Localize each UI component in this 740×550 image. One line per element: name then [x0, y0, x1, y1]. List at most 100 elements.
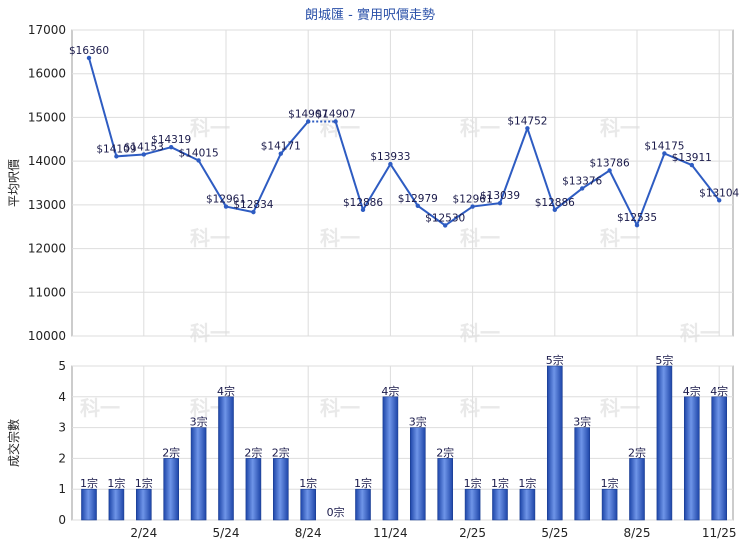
price-line-segment	[691, 164, 720, 201]
count-bar	[711, 396, 728, 521]
count-y-tick-label: 0	[58, 513, 66, 527]
count-bar	[300, 488, 317, 521]
price-point	[360, 207, 366, 213]
watermark-glyph: 科一	[460, 396, 500, 420]
count-data-label: 1宗	[491, 476, 509, 490]
count-bar	[355, 488, 371, 521]
count-data-label: 1宗	[135, 476, 153, 490]
price-line-segment	[252, 153, 282, 213]
watermark-glyph: 科一	[600, 396, 640, 420]
price-data-label: $12886	[535, 197, 575, 209]
price-y-tick-label: 14000	[28, 154, 66, 168]
chart-title: 朗城匯 - 實用呎價走勢	[305, 8, 435, 23]
price-data-label: $16360	[69, 45, 109, 57]
price-data-label: $12886	[343, 197, 383, 209]
price-point	[333, 119, 338, 124]
price-trend-plot: 10000 11000 12000 13000 14000 15000 16000 17000…	[7, 23, 740, 343]
count-bar	[81, 488, 97, 521]
price-point	[141, 152, 146, 157]
count-bar	[629, 458, 645, 521]
price-data-label: $13039	[480, 190, 520, 202]
count-data-label: 3宗	[190, 415, 208, 429]
count-data-label: 4宗	[710, 384, 728, 398]
count-y-tick-label: 3	[58, 421, 66, 435]
price-point	[415, 203, 420, 208]
price-line-segment	[417, 204, 446, 227]
price-line-segment	[170, 146, 200, 162]
count-bar	[245, 458, 262, 521]
count-data-label: 2宗	[244, 445, 262, 459]
count-bar	[409, 427, 426, 521]
count-x-tick-label: 8/24	[295, 526, 322, 540]
price-point	[689, 162, 694, 168]
price-data-label: $12535	[617, 212, 657, 224]
price-y-tick-label: 16000	[28, 67, 66, 81]
price-point	[443, 223, 448, 228]
price-point	[86, 55, 92, 61]
count-bar	[437, 458, 454, 521]
price-y-tick-label: 11000	[28, 285, 66, 299]
price-line-segment	[608, 170, 638, 226]
price-data-label: $12961	[206, 194, 246, 206]
watermark-glyph: 科一	[600, 116, 640, 140]
price-data-label: $14109	[96, 143, 136, 155]
count-y-tick-label: 4	[58, 390, 66, 404]
price-y-axis-label: 平均呎價	[7, 159, 21, 207]
price-point	[196, 158, 201, 163]
count-data-label: 4宗	[381, 384, 399, 398]
count-data-label: 5宗	[655, 353, 673, 367]
price-line-segment	[362, 163, 392, 211]
count-y-tick-label: 2	[58, 451, 66, 465]
price-data-label: $13911	[672, 152, 712, 164]
price-line-segment	[225, 205, 254, 214]
count-bar	[492, 488, 508, 521]
watermark-glyph: 科一	[80, 396, 120, 420]
price-data-label: $12530	[425, 212, 465, 224]
price-data-label: $14907	[316, 108, 356, 120]
price-line-segment	[334, 121, 364, 211]
count-x-tick-label: 2/25	[459, 526, 486, 540]
price-point	[552, 207, 557, 213]
count-bar	[574, 427, 591, 521]
count-data-label: 1宗	[299, 476, 317, 490]
watermark-glyph: 科一	[460, 116, 500, 140]
count-data-label: 2宗	[436, 445, 454, 459]
count-bar	[272, 458, 289, 521]
price-data-label: $14171	[261, 141, 301, 153]
count-bar	[601, 488, 618, 521]
price-line-segment	[636, 153, 666, 226]
watermark-glyph: 科一	[320, 396, 360, 420]
count-bar	[546, 365, 563, 521]
count-data-label: 1宗	[354, 476, 372, 490]
count-data-label: 4宗	[683, 384, 701, 398]
price-data-label: $13376	[562, 175, 602, 187]
price-point	[278, 151, 283, 156]
count-data-label: 1宗	[107, 476, 125, 490]
count-x-tick-label: 5/24	[213, 526, 240, 540]
price-y-tick-label: 10000	[28, 329, 66, 343]
price-y-tick-label: 17000	[28, 23, 66, 37]
price-point	[580, 186, 585, 191]
count-y-tick-label: 5	[58, 359, 66, 373]
count-x-tick-label: 11/24	[373, 526, 408, 540]
count-bar	[190, 427, 207, 521]
price-data-label: $14153	[124, 141, 164, 153]
price-point	[470, 204, 475, 209]
count-bar	[382, 396, 399, 521]
watermark-glyph: 科一	[320, 226, 360, 250]
watermark-glyph: 科一	[680, 321, 720, 345]
count-data-label: 1宗	[464, 476, 482, 490]
count-data-label: 1宗	[518, 476, 536, 490]
price-point	[634, 222, 640, 228]
price-point	[662, 151, 667, 156]
count-x-tick-label: 5/25	[541, 526, 568, 540]
count-bar	[683, 396, 700, 521]
count-data-label: 5宗	[546, 353, 564, 367]
price-point	[388, 161, 393, 167]
price-data-label: $13933	[370, 151, 410, 163]
count-data-label: 2宗	[628, 445, 646, 459]
count-bar	[136, 488, 152, 521]
price-line-segment	[143, 146, 172, 156]
